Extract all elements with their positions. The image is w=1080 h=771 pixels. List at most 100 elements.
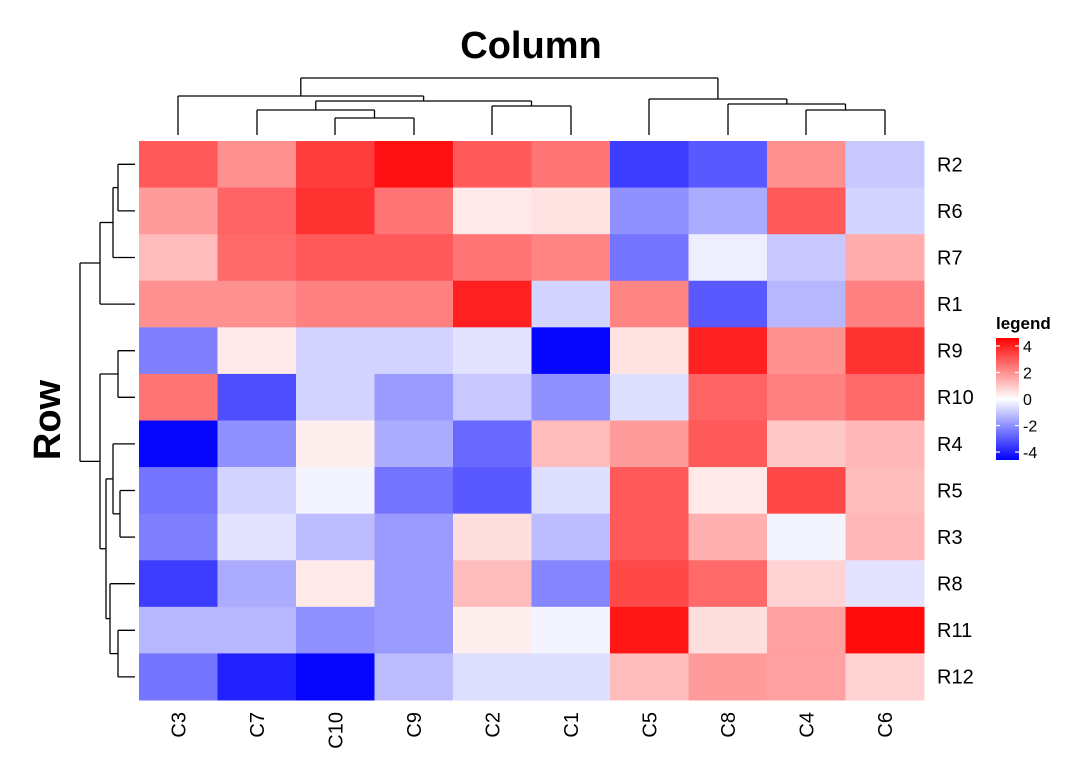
heatmap-cell [610, 327, 689, 375]
colorbar-tick-label: 4 [1023, 339, 1032, 356]
y-tick-label: R5 [937, 480, 963, 502]
column-dendrogram [177, 77, 886, 135]
heatmap-cell [845, 606, 925, 654]
heatmap-cell [767, 467, 846, 515]
heatmap-cell [374, 373, 454, 421]
heatmap-cell [531, 606, 611, 654]
colorbar-tick-label: 2 [1023, 365, 1032, 382]
y-axis-label: Row [27, 379, 69, 460]
y-tick-label: R3 [937, 527, 963, 549]
heatmap-cell [296, 187, 375, 235]
heatmap-cell [531, 234, 611, 282]
x-tick-label: C1 [561, 712, 583, 738]
heatmap-cell [610, 234, 689, 282]
heatmap-cell [767, 327, 846, 375]
heatmap-cell [767, 187, 846, 235]
heatmap-cell [688, 327, 768, 375]
heatmap-cell [453, 467, 532, 515]
heatmap-cell [531, 513, 611, 561]
heatmap-cell [374, 467, 454, 515]
heatmap-cell [845, 513, 925, 561]
heatmap-cell [688, 234, 768, 282]
heatmap-cell [217, 187, 297, 235]
heatmap-cell [767, 234, 846, 282]
heatmap-cell [610, 606, 689, 654]
heatmap-cell [767, 513, 846, 561]
heatmap-cell [767, 560, 846, 608]
heatmap-cell [531, 327, 611, 375]
heatmap-cell [139, 513, 218, 561]
y-tick-label: R8 [937, 574, 963, 596]
heatmap-cell [610, 653, 689, 701]
heatmap-cell [374, 280, 454, 328]
heatmap-cell [374, 653, 454, 701]
heatmap-cell [688, 373, 768, 421]
y-tick-label: R6 [937, 201, 963, 223]
heatmap-cell [845, 653, 925, 701]
heatmap-cell [374, 234, 454, 282]
x-tick-label: C3 [168, 712, 190, 738]
heatmap-cell [217, 606, 297, 654]
heatmap-cell [688, 141, 768, 189]
heatmap-cell [217, 141, 297, 189]
x-tick-label: C5 [639, 712, 661, 738]
heatmap-cell [139, 560, 218, 608]
heatmap-cell [688, 280, 768, 328]
heatmap-cell [531, 187, 611, 235]
heatmap-cell [453, 234, 532, 282]
heatmap-cell [453, 327, 532, 375]
heatmap-cell [531, 280, 611, 328]
heatmap-cell [296, 606, 375, 654]
heatmap-cell [610, 373, 689, 421]
heatmap-cell [453, 420, 532, 468]
colorbar-tick-label: -2 [1023, 419, 1037, 436]
heatmap-cell [296, 234, 375, 282]
colorbar [996, 338, 1019, 460]
heatmap-cell [845, 280, 925, 328]
heatmap-cell [688, 420, 768, 468]
x-tick-label: C10 [325, 712, 347, 749]
heatmap-cell [374, 141, 454, 189]
heatmap-cell [767, 420, 846, 468]
heatmap-cell [139, 141, 218, 189]
heatmap-cell [845, 420, 925, 468]
heatmap-cell [453, 187, 532, 235]
heatmap-cell [217, 327, 297, 375]
heatmap-cell [296, 653, 375, 701]
y-tick-label: R2 [937, 154, 963, 176]
heatmap-cell [531, 141, 611, 189]
y-tick-label: R7 [937, 247, 963, 269]
y-tick-label: R1 [937, 294, 963, 316]
heatmap-cell [374, 420, 454, 468]
heatmap-cell [139, 234, 218, 282]
heatmap-cell [531, 653, 611, 701]
heatmap-cell [845, 141, 925, 189]
heatmap-cell [296, 560, 375, 608]
heatmap-cell [374, 560, 454, 608]
heatmap-cell [531, 560, 611, 608]
heatmap-cell [217, 513, 297, 561]
y-tick-label: R4 [937, 434, 963, 456]
heatmap-cell [217, 420, 297, 468]
y-tick-label: R12 [937, 667, 974, 689]
heatmap-cell [453, 560, 532, 608]
heatmap-cell [374, 513, 454, 561]
heatmap-cell [139, 373, 218, 421]
heatmap-cell [296, 141, 375, 189]
heatmap-cell [296, 513, 375, 561]
x-tick-label: C9 [404, 712, 426, 738]
heatmap-cell [139, 653, 218, 701]
heatmap-cell [767, 280, 846, 328]
heatmap-cell [688, 653, 768, 701]
heatmap-cell [610, 141, 689, 189]
heatmap-cell [688, 467, 768, 515]
heatmap-cell [374, 327, 454, 375]
heatmap-cell [296, 420, 375, 468]
heatmap-cell [296, 280, 375, 328]
heatmap-cell [217, 467, 297, 515]
heatmap-cell [767, 141, 846, 189]
heatmap-cell [217, 373, 297, 421]
heatmap-cell [296, 373, 375, 421]
heatmap-cell [374, 606, 454, 654]
